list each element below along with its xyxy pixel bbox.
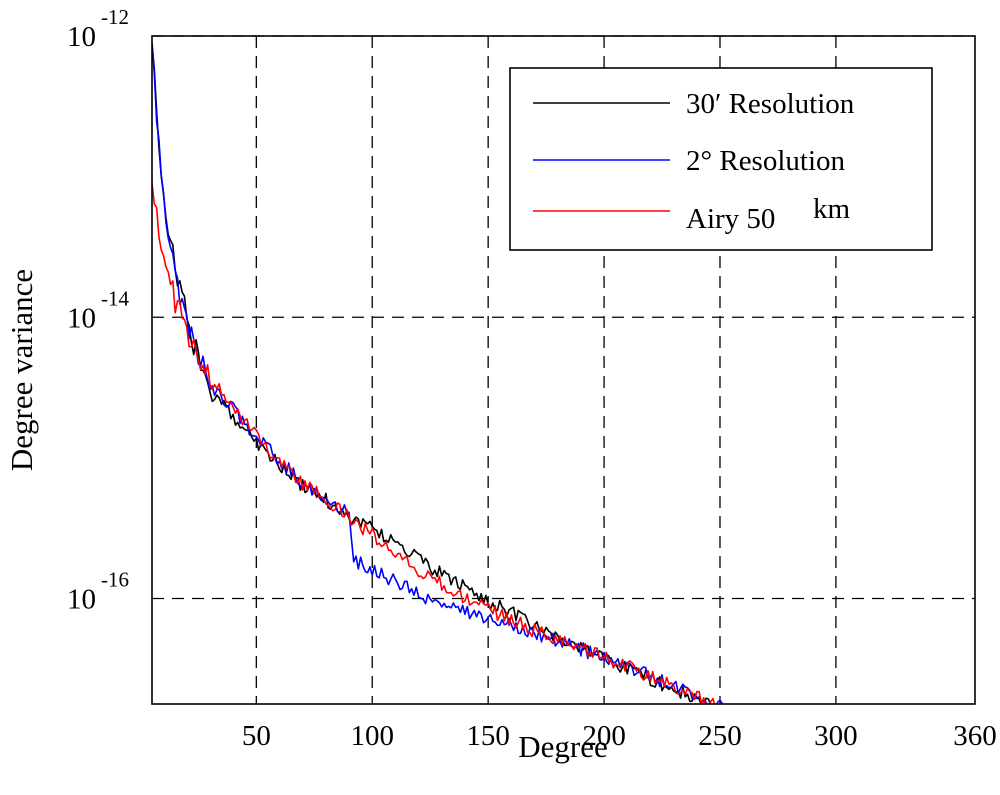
x-tick-label-200: 200 xyxy=(582,720,626,752)
y-tick-base: 10 xyxy=(67,21,96,53)
y-tick-exponent: -12 xyxy=(101,5,129,29)
x-tick-label-250: 250 xyxy=(698,720,742,752)
x-axis-label: Degree xyxy=(518,729,608,764)
x-tick-label-150: 150 xyxy=(466,720,510,752)
x-tick-label-50: 50 xyxy=(242,720,271,752)
x-tick-label-100: 100 xyxy=(350,720,394,752)
legend-label-30min-resolution: 30′ Resolution xyxy=(686,88,855,120)
legend-label-2deg-resolution: 2° Resolution xyxy=(686,145,846,177)
y-tick-exponent: -14 xyxy=(101,286,129,310)
y-tick-label-1e-12: 10-12 xyxy=(67,5,129,53)
series-airy-50km xyxy=(152,176,716,704)
legend-label-airy-50: Airy 50 xyxy=(686,203,775,235)
y-tick-label-1e-16: 10-16 xyxy=(67,568,129,616)
y-axis-label: Degree variance xyxy=(4,269,39,471)
y-tick-base: 10 xyxy=(67,302,96,334)
x-tick-label-360: 360 xyxy=(953,720,997,752)
y-tick-base: 10 xyxy=(67,584,96,616)
y-tick-exponent: -16 xyxy=(101,568,129,592)
series-layer xyxy=(152,42,724,704)
x-tick-label-300: 300 xyxy=(814,720,858,752)
plot-frame xyxy=(151,35,976,705)
legend-box xyxy=(509,67,933,251)
y-tick-label-1e-14: 10-14 xyxy=(67,286,129,334)
legend: 30′ Resolution 2° Resolution Airy 50 km xyxy=(509,67,933,251)
legend-label-airy-unit: km xyxy=(813,193,851,225)
x-tick-labels: 50 100 150 200 250 300 360 xyxy=(242,720,997,752)
